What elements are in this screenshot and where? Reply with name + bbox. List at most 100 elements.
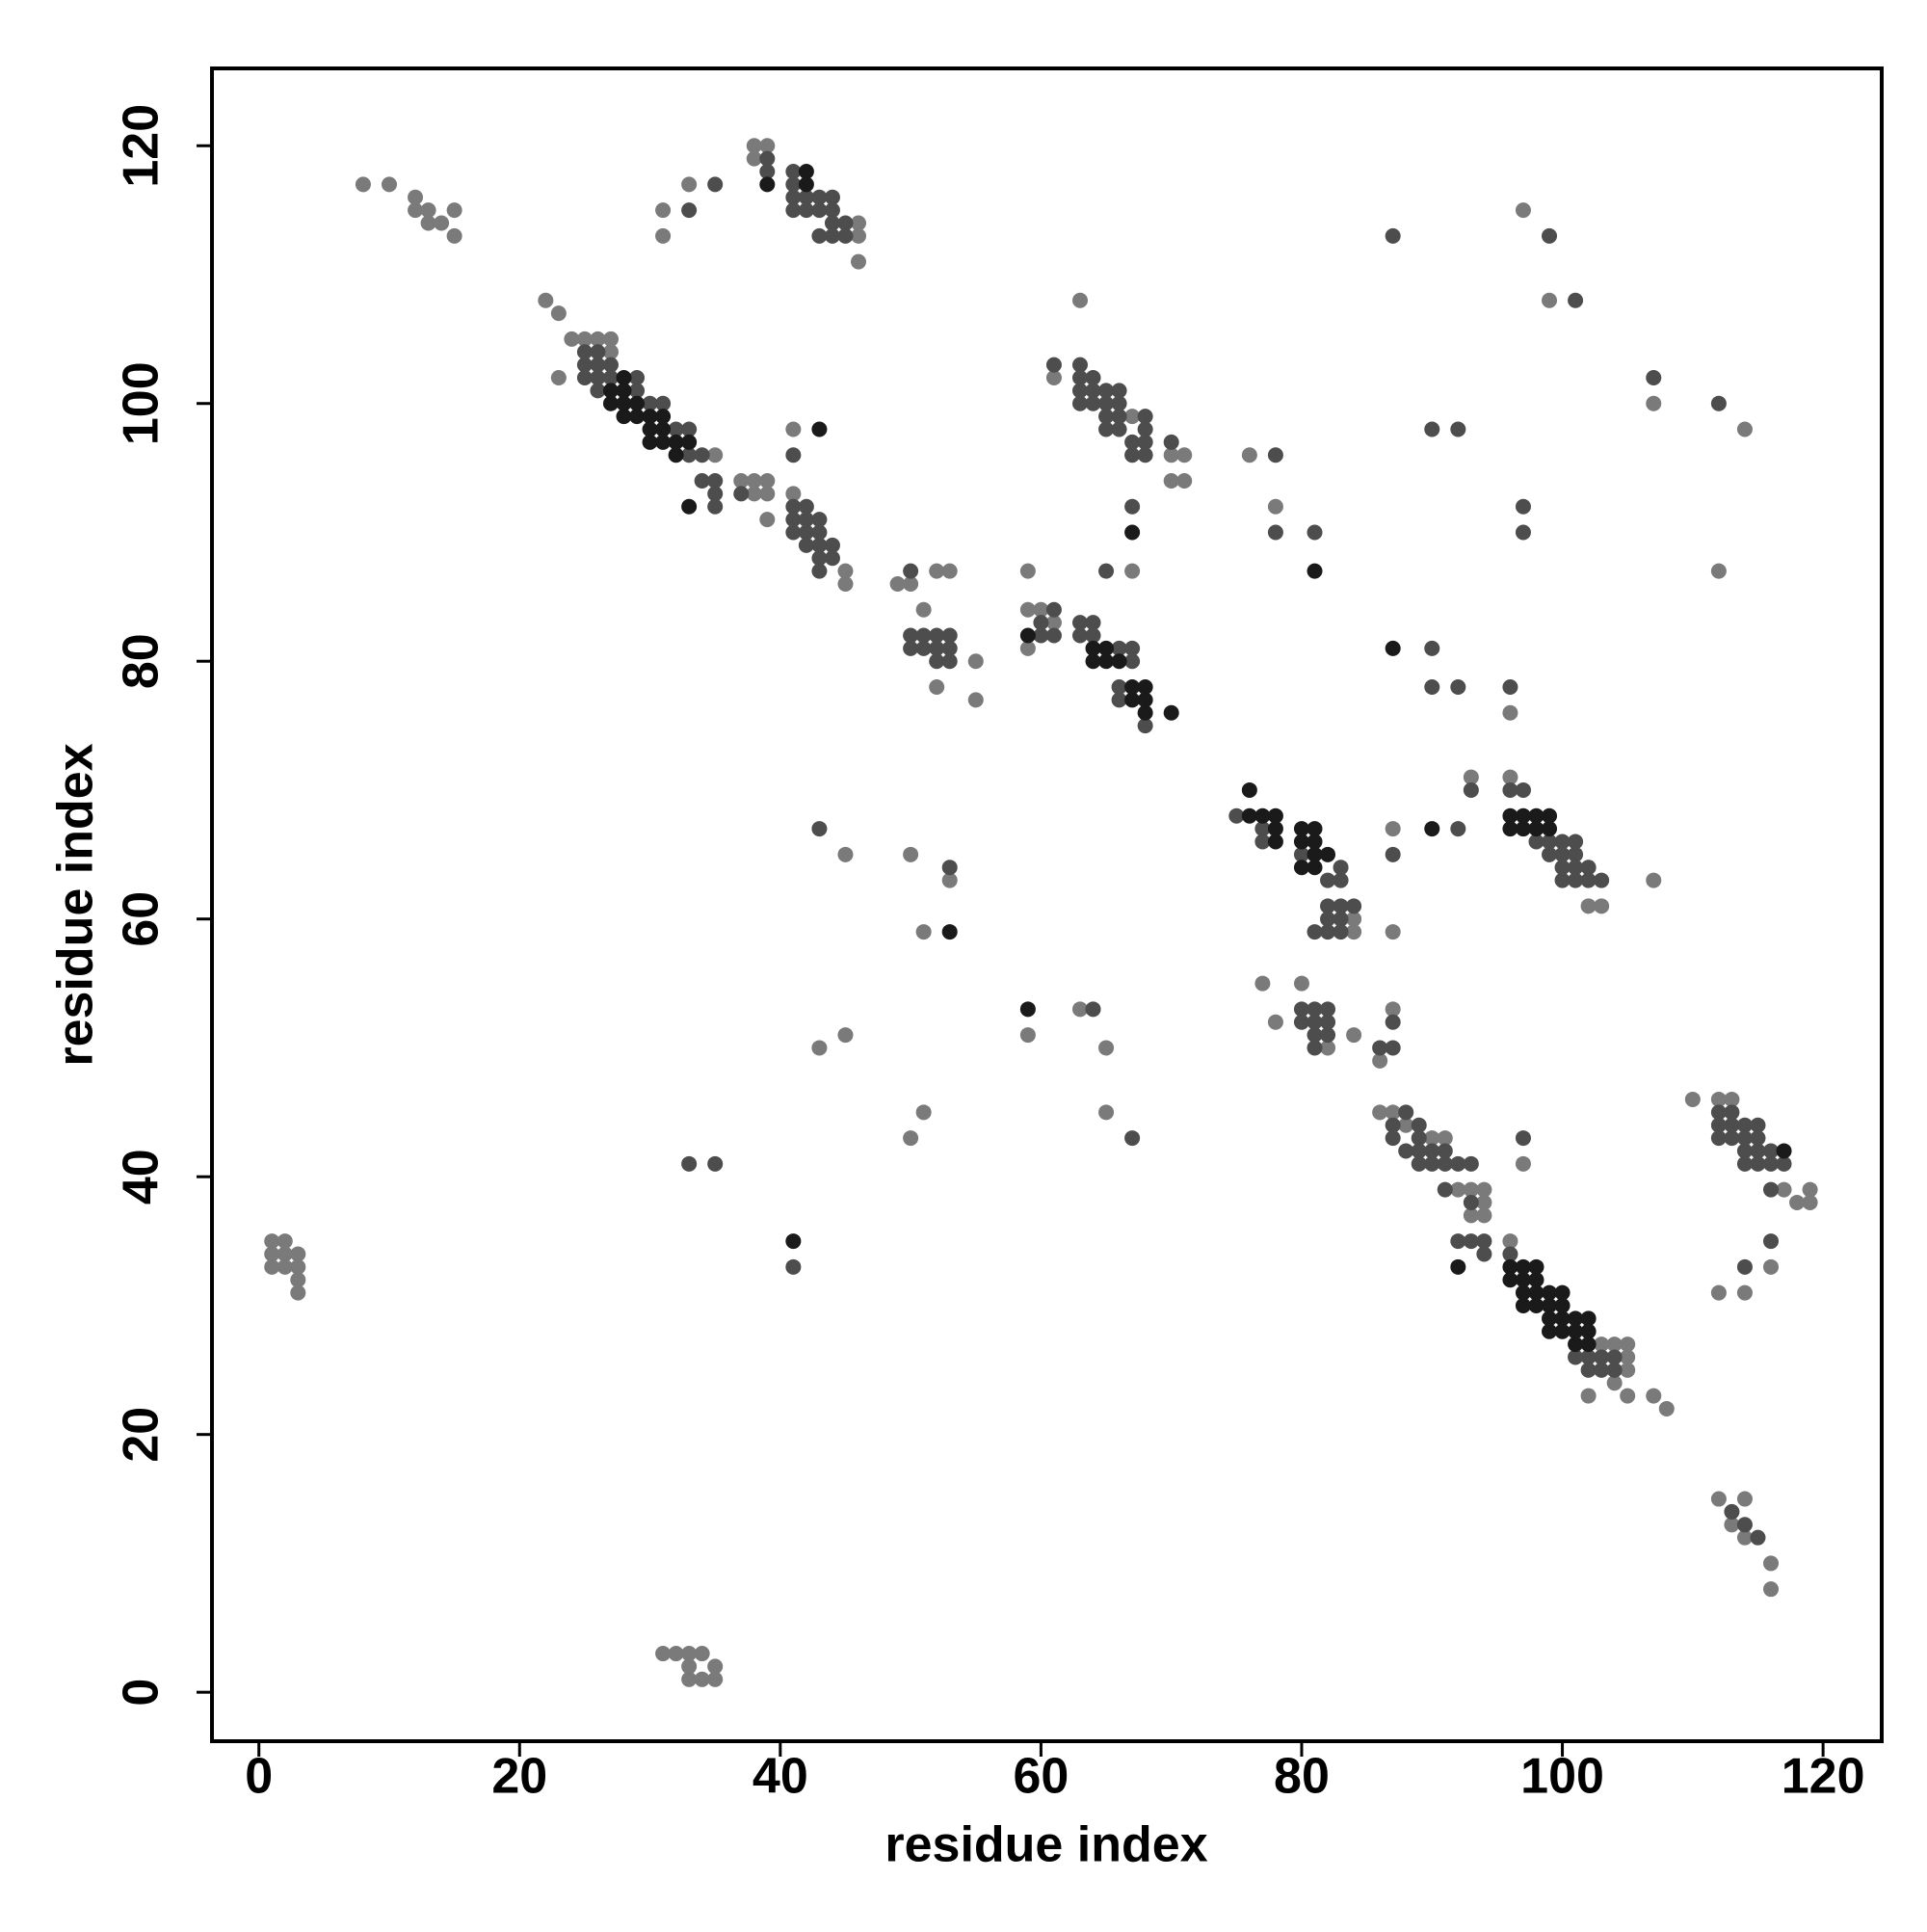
point bbox=[1646, 872, 1662, 888]
point bbox=[1346, 1027, 1362, 1044]
point bbox=[1554, 846, 1571, 862]
point bbox=[1554, 872, 1571, 888]
point bbox=[1124, 640, 1141, 656]
point bbox=[1515, 1284, 1531, 1301]
point bbox=[1646, 1388, 1662, 1404]
point bbox=[1098, 1104, 1115, 1121]
point bbox=[1346, 898, 1362, 914]
point bbox=[1776, 1143, 1792, 1159]
point bbox=[1424, 1155, 1440, 1172]
point bbox=[681, 498, 698, 515]
point bbox=[1307, 563, 1323, 579]
point bbox=[941, 627, 958, 644]
point bbox=[824, 550, 840, 567]
point bbox=[1320, 1014, 1336, 1030]
point bbox=[681, 1658, 698, 1675]
point bbox=[290, 1272, 306, 1288]
point bbox=[1267, 447, 1283, 463]
point bbox=[1111, 640, 1127, 656]
point bbox=[1736, 1143, 1753, 1159]
point bbox=[1750, 1117, 1766, 1133]
point bbox=[1307, 1040, 1323, 1056]
point bbox=[1333, 898, 1349, 914]
point bbox=[1763, 1555, 1780, 1572]
point bbox=[1763, 1258, 1780, 1275]
point bbox=[1111, 421, 1127, 437]
point bbox=[1568, 1310, 1584, 1327]
point bbox=[1606, 1362, 1623, 1378]
point bbox=[1098, 640, 1115, 656]
point bbox=[851, 253, 867, 270]
point bbox=[759, 163, 776, 179]
point bbox=[1346, 911, 1362, 927]
point bbox=[1736, 421, 1753, 437]
point bbox=[1293, 860, 1309, 876]
point bbox=[707, 447, 724, 463]
point bbox=[1476, 1246, 1492, 1262]
point bbox=[1724, 1091, 1740, 1107]
point bbox=[1019, 1027, 1036, 1044]
point bbox=[1528, 821, 1544, 837]
point bbox=[1307, 860, 1323, 876]
point bbox=[1320, 872, 1336, 888]
point bbox=[1580, 1310, 1597, 1327]
point bbox=[1542, 821, 1558, 837]
point bbox=[1071, 395, 1088, 411]
point bbox=[1111, 409, 1127, 425]
point bbox=[1033, 615, 1049, 631]
point bbox=[837, 846, 854, 862]
point bbox=[967, 692, 984, 708]
point bbox=[941, 924, 958, 940]
point bbox=[1736, 1529, 1753, 1546]
point bbox=[811, 524, 828, 541]
point bbox=[1085, 369, 1101, 385]
point bbox=[1098, 563, 1115, 579]
point bbox=[564, 331, 580, 347]
point bbox=[576, 369, 593, 385]
point bbox=[1515, 1258, 1531, 1275]
point bbox=[785, 189, 802, 205]
point bbox=[707, 1155, 724, 1172]
point bbox=[759, 512, 776, 528]
point bbox=[681, 1671, 698, 1687]
point bbox=[1293, 975, 1309, 992]
point bbox=[1320, 1040, 1336, 1056]
point bbox=[824, 227, 840, 244]
point bbox=[681, 176, 698, 193]
point bbox=[629, 409, 646, 425]
point bbox=[1176, 447, 1193, 463]
point bbox=[1307, 834, 1323, 850]
point bbox=[1019, 627, 1036, 644]
point bbox=[1137, 409, 1153, 425]
point bbox=[1085, 653, 1101, 670]
point bbox=[264, 1233, 280, 1250]
point bbox=[785, 524, 802, 541]
point bbox=[1085, 627, 1101, 644]
point bbox=[277, 1246, 293, 1262]
point bbox=[1124, 1130, 1141, 1147]
point bbox=[381, 176, 397, 193]
x-tick-label: 20 bbox=[491, 1749, 547, 1805]
point bbox=[1071, 615, 1088, 631]
point bbox=[1241, 447, 1257, 463]
point bbox=[1385, 1130, 1401, 1147]
point bbox=[1124, 653, 1141, 670]
point bbox=[694, 472, 710, 489]
point bbox=[941, 653, 958, 670]
point bbox=[1307, 1001, 1323, 1018]
point bbox=[1554, 1284, 1571, 1301]
point bbox=[655, 421, 672, 437]
point bbox=[1424, 678, 1440, 695]
point bbox=[1594, 872, 1610, 888]
point bbox=[1124, 524, 1141, 541]
point bbox=[1542, 846, 1558, 862]
point bbox=[1019, 563, 1036, 579]
point bbox=[1293, 821, 1309, 837]
point bbox=[824, 215, 840, 231]
point bbox=[1620, 1362, 1636, 1378]
point bbox=[1476, 1207, 1492, 1224]
point bbox=[1542, 1297, 1558, 1313]
point bbox=[1267, 524, 1283, 541]
point bbox=[1411, 1143, 1427, 1159]
